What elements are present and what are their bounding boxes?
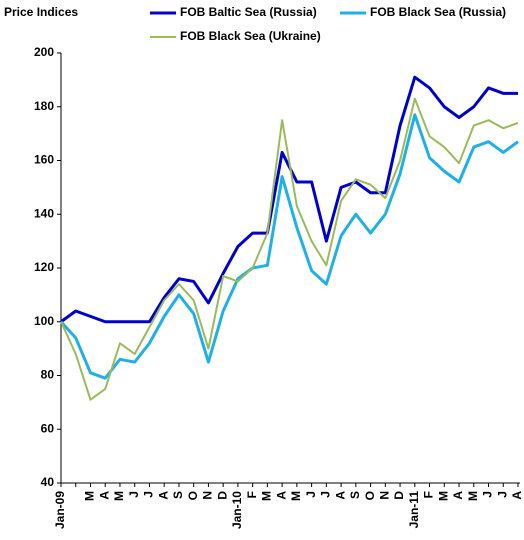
- x-tick-label: A: [451, 491, 465, 500]
- y-tick-label: 120: [34, 260, 54, 274]
- x-tick-label: A: [333, 491, 347, 500]
- chart-title: Price Indices: [4, 5, 78, 19]
- legend-label: FOB Black Sea (Ukraine): [180, 29, 321, 43]
- x-tick-label: S: [171, 491, 185, 499]
- y-tick-label: 80: [41, 368, 55, 382]
- x-tick-label: A: [274, 491, 288, 500]
- x-tick-label: A: [510, 491, 524, 500]
- y-tick-label: 140: [34, 206, 54, 220]
- x-tick-label: A: [97, 491, 111, 500]
- x-tick-label: M: [112, 491, 126, 501]
- x-tick-label: O: [186, 491, 200, 500]
- x-tick-label: F: [245, 491, 259, 498]
- x-tick-label: M: [260, 491, 274, 501]
- x-tick-label: J: [495, 491, 509, 498]
- x-tick-label: M: [289, 491, 303, 501]
- y-tick-label: 160: [34, 153, 54, 167]
- x-tick-label: F: [422, 491, 436, 498]
- data-line: [60, 97, 519, 401]
- x-tick-label: S: [348, 491, 362, 499]
- x-tick-label: A: [156, 491, 170, 500]
- x-tick-label: J: [142, 491, 156, 498]
- x-tick-label: J: [481, 491, 495, 498]
- y-tick-label: 180: [34, 99, 54, 113]
- x-tick-label: N: [201, 491, 215, 500]
- x-tick-label: D: [392, 491, 406, 500]
- x-tick-label: J: [127, 491, 141, 498]
- legend-label: FOB Black Sea (Russia): [370, 5, 506, 19]
- x-tick-label: Jan-11: [407, 491, 421, 529]
- x-tick-label: J: [304, 491, 318, 498]
- data-line: [59, 113, 519, 380]
- x-tick-label: J: [319, 491, 333, 498]
- x-tick-label: M: [436, 491, 450, 501]
- x-tick-label: Jan-10: [230, 491, 244, 529]
- x-tick-label: O: [363, 491, 377, 500]
- x-tick-label: M: [83, 491, 97, 501]
- x-tick-label: N: [377, 491, 391, 500]
- y-tick-label: 40: [41, 475, 55, 489]
- y-tick-label: 60: [41, 421, 55, 435]
- x-tick-label: M: [466, 491, 480, 501]
- x-tick-label: D: [215, 491, 229, 500]
- y-tick-label: 100: [34, 314, 54, 328]
- x-tick-label: Jan-09: [53, 491, 67, 529]
- legend-label: FOB Baltic Sea (Russia): [180, 5, 317, 19]
- y-tick-label: 200: [34, 45, 54, 59]
